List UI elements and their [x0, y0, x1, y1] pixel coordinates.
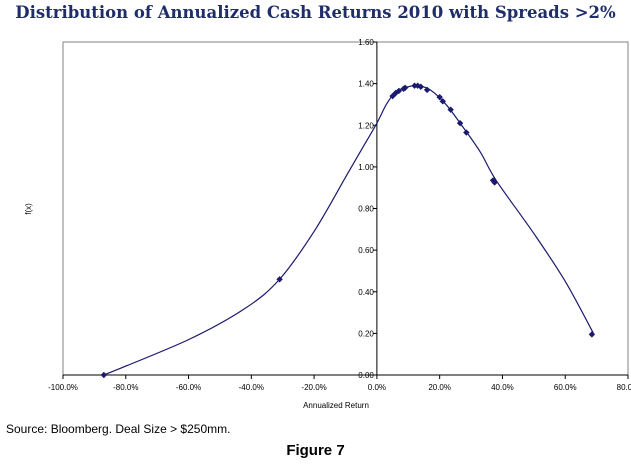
data-point: [401, 84, 409, 91]
data-point: [456, 119, 464, 127]
points-layer: [100, 82, 596, 379]
chart-title: Distribution of Annualized Cash Returns …: [15, 3, 616, 22]
y-tick-label: 0.80: [358, 205, 374, 214]
x-tick-label: 0.0%: [368, 383, 386, 392]
figure-label: Figure 7: [286, 442, 345, 459]
data-point: [463, 129, 470, 136]
data-point: [417, 83, 425, 90]
y-tick-label: 1.20: [358, 121, 374, 130]
data-point: [439, 98, 447, 105]
source-note: Source: Bloomberg. Deal Size > $250mm.: [6, 422, 231, 436]
y-tick-label: 1.00: [358, 163, 374, 172]
y-tick-label: 0.40: [358, 288, 374, 297]
x-tick-label: -100.0%: [48, 383, 78, 392]
data-point: [588, 331, 596, 338]
y-axis-label: f(x): [24, 203, 33, 215]
x-tick-label: 20.0%: [428, 383, 451, 392]
chart-plot: 0.00 0.20 0.40 0.60 0.80 1.00 1.20 1.40 1.60 -100…: [24, 38, 631, 410]
x-tick-label: 40.0%: [491, 383, 514, 392]
x-tick-label: -20.0%: [301, 383, 326, 392]
data-point: [491, 179, 498, 186]
data-point: [423, 86, 431, 94]
x-tick-label: 60.0%: [554, 383, 577, 392]
y-tick-label: 0.60: [358, 246, 374, 255]
x-tick-label: 80.0%: [617, 383, 631, 392]
axes: 0.00 0.20 0.40 0.60 0.80 1.00 1.20 1.40 1.60 -100…: [48, 38, 631, 392]
x-tick-label: -60.0%: [176, 383, 201, 392]
data-point: [395, 87, 403, 95]
x-tick-label: -40.0%: [239, 383, 264, 392]
data-point: [100, 371, 108, 379]
y-tick-label: 1.40: [358, 80, 374, 89]
y-tick-label: 1.60: [358, 38, 374, 47]
y-tick-label: 0.20: [358, 329, 374, 338]
y-tick-label: 0.00: [358, 371, 374, 380]
data-point: [447, 106, 454, 113]
data-point: [276, 276, 283, 283]
plot-area-border: [62, 41, 629, 376]
x-tick-label: -80.0%: [113, 383, 138, 392]
x-axis-label: Annualized Return: [303, 401, 369, 410]
data-point: [436, 93, 443, 101]
